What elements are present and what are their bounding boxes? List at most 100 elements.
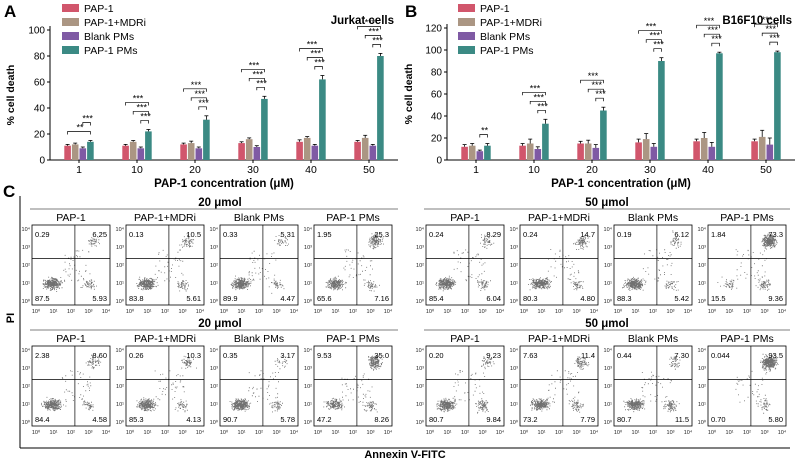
significance-stars: *** bbox=[314, 58, 325, 68]
x-decade-label: 10⁴ bbox=[196, 308, 205, 315]
significance-stars: *** bbox=[365, 17, 376, 27]
y-decade-label: 10⁰ bbox=[416, 298, 425, 305]
significance-stars: ** bbox=[76, 123, 84, 133]
legend-swatch bbox=[62, 4, 79, 12]
significance-stars: *** bbox=[588, 71, 599, 81]
significance-stars: *** bbox=[191, 80, 202, 90]
bar bbox=[64, 145, 71, 160]
y-decade-label: 10⁴ bbox=[604, 226, 613, 233]
flow-plot-title: Blank PMs bbox=[628, 333, 678, 345]
y-decade-label: 10³ bbox=[510, 245, 518, 251]
x-decade-label: 10¹ bbox=[444, 430, 452, 436]
significance-stars: *** bbox=[369, 26, 380, 36]
scatter-dots bbox=[230, 235, 289, 294]
significance-stars: *** bbox=[646, 22, 657, 32]
quadrant-value-ur: 8.60 bbox=[92, 351, 107, 360]
significance-stars: *** bbox=[534, 92, 545, 102]
x-decade-label: 10² bbox=[255, 309, 263, 315]
bar bbox=[716, 53, 723, 160]
y-decade-label: 10¹ bbox=[698, 402, 706, 408]
y-decade-label: 10⁴ bbox=[698, 347, 707, 354]
scatter-dots bbox=[530, 356, 590, 413]
scatter-dots bbox=[717, 233, 778, 291]
x-decade-label: 10³ bbox=[367, 430, 375, 436]
bar bbox=[361, 137, 369, 160]
bar bbox=[195, 148, 203, 160]
concentration-header: 50 μmol bbox=[585, 197, 628, 209]
y-decade-label: 10⁴ bbox=[116, 347, 125, 354]
flow-plot-title: PAP-1 bbox=[56, 212, 86, 224]
x-decade-label: 10⁰ bbox=[614, 429, 623, 436]
bar bbox=[180, 144, 187, 160]
x-decade-label: 10³ bbox=[367, 309, 375, 315]
x-decade-label: 10³ bbox=[273, 309, 281, 315]
y-tick-label: 40 bbox=[34, 104, 46, 115]
x-decade-label: 10³ bbox=[761, 430, 769, 436]
quadrant-value-ul: 0.13 bbox=[129, 230, 144, 239]
x-decade-label: 10³ bbox=[761, 309, 769, 315]
x-decade-label: 10² bbox=[649, 309, 657, 315]
quadrant-value-lr: 5.80 bbox=[768, 415, 783, 424]
y-decade-label: 10³ bbox=[210, 245, 218, 251]
x-decade-label: 10⁰ bbox=[614, 308, 623, 315]
bar bbox=[534, 149, 542, 160]
significance-stars: *** bbox=[650, 31, 661, 41]
x-decade-label: 10⁴ bbox=[778, 308, 787, 315]
y-decade-label: 10⁰ bbox=[210, 419, 219, 426]
x-decade-label: 10⁰ bbox=[426, 429, 435, 436]
quadrant-value-ul: 2.38 bbox=[35, 351, 50, 360]
x-decade-label: 10² bbox=[349, 430, 357, 436]
y-tick-label: 20 bbox=[34, 130, 46, 141]
significance-bracket bbox=[198, 106, 207, 110]
x-decade-label: 10² bbox=[461, 430, 469, 436]
x-decade-label: 10¹ bbox=[726, 430, 734, 436]
flow-y-axis-label: PI bbox=[5, 313, 17, 323]
quadrant-value-ll: 83.8 bbox=[129, 294, 144, 303]
significance-stars: *** bbox=[253, 69, 264, 79]
x-decade-label: 10³ bbox=[667, 309, 675, 315]
bar bbox=[758, 136, 766, 160]
quadrant-value-ll: 85.3 bbox=[129, 415, 144, 424]
x-decade-label: 10³ bbox=[573, 309, 581, 315]
x-decade-label: 10⁰ bbox=[126, 308, 135, 315]
flow-plot-title: Blank PMs bbox=[234, 333, 284, 345]
bar bbox=[369, 145, 377, 160]
bar bbox=[203, 119, 210, 160]
significance-stars: *** bbox=[592, 80, 603, 90]
flow-plot-title: PAP-1 bbox=[450, 212, 480, 224]
significance-bracket bbox=[587, 88, 604, 93]
legend-label: PAP-1+MDRi bbox=[480, 17, 542, 29]
y-decade-label: 10² bbox=[210, 384, 218, 390]
quadrant-value-lr: 9.84 bbox=[486, 415, 501, 424]
y-decade-label: 10⁰ bbox=[416, 419, 425, 426]
x-decade-label: 10² bbox=[743, 309, 751, 315]
x-tick-label: 50 bbox=[363, 164, 375, 176]
y-decade-label: 10⁰ bbox=[116, 298, 125, 305]
y-decade-label: 10² bbox=[698, 384, 706, 390]
quadrant-value-ll: 80.3 bbox=[523, 294, 538, 303]
bar bbox=[519, 145, 526, 160]
y-decade-label: 10⁴ bbox=[22, 226, 31, 233]
y-decade-label: 10⁰ bbox=[698, 298, 707, 305]
scatter-dots bbox=[436, 353, 495, 414]
x-decade-label: 10³ bbox=[179, 430, 187, 436]
bar bbox=[261, 98, 268, 160]
y-decade-label: 10² bbox=[22, 263, 30, 269]
significance-bracket bbox=[314, 66, 323, 70]
x-decade-label: 10⁴ bbox=[384, 308, 393, 315]
legend-swatch bbox=[458, 18, 475, 26]
quadrant-value-ll: 90.7 bbox=[223, 415, 238, 424]
significance-bracket bbox=[183, 88, 207, 92]
x-decade-label: 10¹ bbox=[444, 309, 452, 315]
quadrant-value-ul: 0.19 bbox=[617, 230, 632, 239]
x-decade-label: 10⁰ bbox=[708, 429, 717, 436]
bar bbox=[600, 110, 607, 160]
y-decade-label: 10⁴ bbox=[510, 347, 519, 354]
legend-swatch bbox=[62, 18, 79, 26]
flow-plot-title: PAP-1+MDRi bbox=[528, 333, 590, 345]
